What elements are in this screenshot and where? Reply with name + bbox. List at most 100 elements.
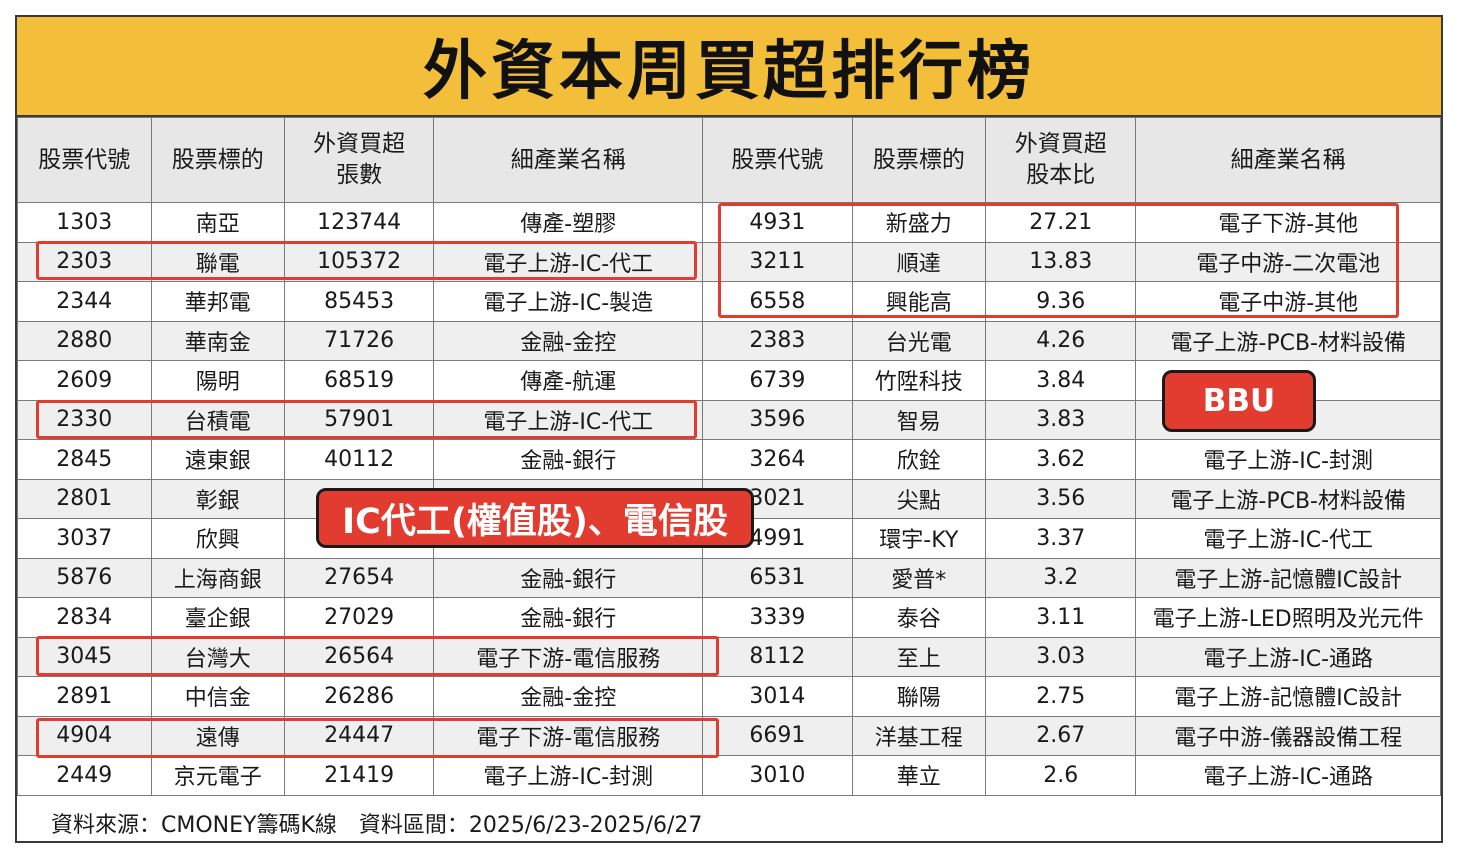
left-name-cell: 華南金: [150, 320, 285, 361]
right-industry-cell: 電子上游-記憶體IC設計: [1135, 557, 1441, 598]
left-name-cell: 彰銀: [150, 478, 285, 519]
header-left-name: 股票標的: [150, 117, 285, 203]
header-label: 外資買超: [1014, 131, 1107, 157]
right-industry-cell: 電子中游-其他: [1135, 281, 1441, 322]
left-industry-cell: 電子上游-IC-代工: [433, 399, 704, 440]
right-name-cell: 尖點: [851, 478, 987, 519]
left-name-cell: 陽明: [150, 360, 285, 401]
left-industry-cell: 電子上游-IC-封測: [433, 755, 704, 796]
left-code-cell: 2609: [17, 360, 152, 401]
left-industry-cell: 傳產-航運: [433, 360, 704, 401]
right-name-cell: 順達: [851, 241, 987, 282]
left-amount-cell: 68519: [283, 360, 435, 401]
right-name-cell: 智易: [851, 399, 987, 440]
left-amount-cell: 27029: [283, 597, 435, 638]
right-amount-cell: 3.37: [985, 518, 1137, 559]
right-amount-cell: 3.62: [985, 439, 1137, 480]
right-name-cell: 新盛力: [851, 202, 987, 243]
left-code-cell: 1303: [17, 202, 152, 243]
right-code-cell: 3264: [702, 439, 853, 480]
right-code-cell: 6558: [702, 281, 853, 322]
left-amount-cell: 26286: [283, 676, 435, 717]
right-name-cell: 台光電: [851, 320, 987, 361]
left-name-cell: 上海商銀: [150, 557, 285, 598]
header-left-amount: 外資買超 張數: [283, 117, 435, 203]
left-name-cell: 遠傳: [150, 715, 285, 756]
ranking-card: 外資本周買超排行榜 股票代號 股票標的 外資買超 張數 細產業名稱 股票代號 股票標的 外資買…: [15, 15, 1443, 843]
left-amount-cell: 27654: [283, 557, 435, 598]
header-right-industry: 細產業名稱: [1135, 117, 1441, 203]
left-industry-cell: 金融-金控: [433, 676, 704, 717]
left-code-cell: 3045: [17, 636, 152, 677]
table-row: 2880 華南金 71726 金融-金控 2383 台光電 4.26 電子上游-PCB-材料設…: [17, 320, 1441, 361]
right-amount-cell: 3.11: [985, 597, 1137, 638]
right-name-cell: 至上: [851, 636, 987, 677]
left-amount-cell: 24447: [283, 715, 435, 756]
right-amount-cell: 2.67: [985, 715, 1137, 756]
left-industry-cell: 金融-銀行: [433, 557, 704, 598]
left-code-cell: 2330: [17, 399, 152, 440]
header-label: 細產業名稱: [1230, 146, 1346, 173]
left-name-cell: 南亞: [150, 202, 285, 243]
table-row: 5876 上海商銀 27654 金融-銀行 6531 愛普* 3.2 電子上游-記憶體IC設計: [17, 557, 1441, 598]
left-name-cell: 台灣大: [150, 636, 285, 677]
left-name-cell: 台積電: [150, 399, 285, 440]
right-industry-cell: 電子上游-IC-通路: [1135, 636, 1441, 677]
right-name-cell: 竹陞科技: [851, 360, 987, 401]
left-code-cell: 5876: [17, 557, 152, 598]
left-code-cell: 2303: [17, 241, 152, 282]
left-amount-cell: 40112: [283, 439, 435, 480]
table-row: 1303 南亞 123744 傳產-塑膠 4931 新盛力 27.21 電子下游-其他: [17, 202, 1441, 243]
right-code-cell: 2383: [702, 320, 853, 361]
right-code-cell: 3014: [702, 676, 853, 717]
right-name-cell: 愛普*: [851, 557, 987, 598]
right-amount-cell: 2.75: [985, 676, 1137, 717]
left-amount-cell: 57901: [283, 399, 435, 440]
right-code-cell: 3010: [702, 755, 853, 796]
header-left-code: 股票代號: [17, 117, 152, 203]
table-row: 3045 台灣大 26564 電子下游-電信服務 8112 至上 3.03 電子上游-IC-通…: [17, 636, 1441, 677]
right-industry-cell: 電子中游-二次電池: [1135, 241, 1441, 282]
right-amount-cell: 3.84: [985, 360, 1137, 401]
right-amount-cell: 27.21: [985, 202, 1137, 243]
table-row: 4904 遠傳 24447 電子下游-電信服務 6691 洋基工程 2.67 電子中游-儀器設…: [17, 715, 1441, 756]
right-amount-cell: 3.56: [985, 478, 1137, 519]
table-row: 2303 聯電 105372 電子上游-IC-代工 3211 順達 13.83 電子中游-二次…: [17, 241, 1441, 282]
right-industry-cell: 電子上游-IC-代工: [1135, 518, 1441, 559]
header-label: 細產業名稱: [510, 146, 626, 173]
right-industry-cell: 電子上游-IC-通路: [1135, 755, 1441, 796]
left-name-cell: 中信金: [150, 676, 285, 717]
left-industry-cell: 金融-銀行: [433, 597, 704, 638]
left-code-cell: 2891: [17, 676, 152, 717]
right-industry-cell: 電子上游-PCB-材料設備: [1135, 478, 1441, 519]
left-code-cell: 4904: [17, 715, 152, 756]
left-code-cell: 2834: [17, 597, 152, 638]
left-name-cell: 華邦電: [150, 281, 285, 322]
ranking-table: 股票代號 股票標的 外資買超 張數 細產業名稱 股票代號 股票標的 外資買超 股本比 細產業名稱 …: [17, 117, 1441, 796]
header-label: 股票標的: [171, 146, 264, 173]
header-label: 股票代號: [731, 146, 824, 173]
source-note: 資料來源：CMONEY籌碼K線 資料區間：2025/6/23-2025/6/27: [51, 813, 703, 838]
right-name-cell: 泰谷: [851, 597, 987, 638]
table-row: 2845 遠東銀 40112 金融-銀行 3264 欣銓 3.62 電子上游-IC-封測: [17, 439, 1441, 480]
right-amount-cell: 3.83: [985, 399, 1137, 440]
right-code-cell: 6531: [702, 557, 853, 598]
page-title: 外資本周買超排行榜: [423, 35, 1035, 109]
header-label: 股本比: [1026, 162, 1096, 188]
header-right-name: 股票標的: [851, 117, 987, 203]
right-industry-cell: 電子上游-記憶體IC設計: [1135, 676, 1441, 717]
right-name-cell: 環宇-KY: [851, 518, 987, 559]
header-label: 張數: [336, 162, 383, 188]
right-name-cell: 興能高: [851, 281, 987, 322]
right-name-cell: 欣銓: [851, 439, 987, 480]
right-amount-cell: 3.2: [985, 557, 1137, 598]
right-name-cell: 華立: [851, 755, 987, 796]
left-code-cell: 3037: [17, 518, 152, 559]
right-industry-cell: 電子上游-PCB-材料設備: [1135, 320, 1441, 361]
right-code-cell: 3596: [702, 399, 853, 440]
right-name-cell: 聯陽: [851, 676, 987, 717]
left-industry-cell: 金融-金控: [433, 320, 704, 361]
header-left-industry: 細產業名稱: [433, 117, 704, 203]
right-code-cell: 4931: [702, 202, 853, 243]
